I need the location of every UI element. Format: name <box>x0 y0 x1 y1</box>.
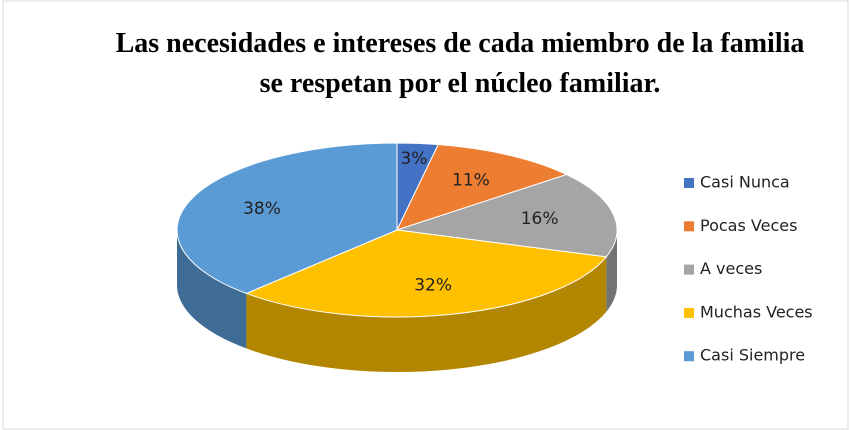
legend-swatch <box>684 264 694 275</box>
legend-swatch <box>684 307 694 318</box>
data-label: 3% <box>400 149 427 169</box>
data-label: 11% <box>452 171 490 191</box>
legend-label: Casi Nunca <box>700 173 790 192</box>
data-label: 32% <box>414 276 452 296</box>
slice-side-shade <box>177 230 247 349</box>
slice <box>176 142 398 294</box>
legend-swatch <box>684 221 694 232</box>
legend-label: Pocas Veces <box>700 216 797 235</box>
legend-swatch <box>684 351 694 362</box>
slice-side <box>177 230 247 349</box>
slice-side <box>606 230 617 312</box>
data-label: 16% <box>521 209 559 229</box>
slice <box>396 144 568 231</box>
chart-title: Las necesidades e intereses de cada miem… <box>115 28 805 99</box>
data-label: 38% <box>243 199 281 219</box>
legend-label: Casi Siempre <box>700 346 805 365</box>
slice-side <box>246 256 607 372</box>
legend-label: A veces <box>700 259 762 278</box>
slice-side-shade <box>246 256 607 372</box>
legend-label: Muchas Veces <box>700 302 813 321</box>
slice <box>245 229 608 318</box>
slice <box>396 174 618 258</box>
legend-swatch <box>684 178 694 188</box>
slice-side-shade <box>606 230 617 312</box>
